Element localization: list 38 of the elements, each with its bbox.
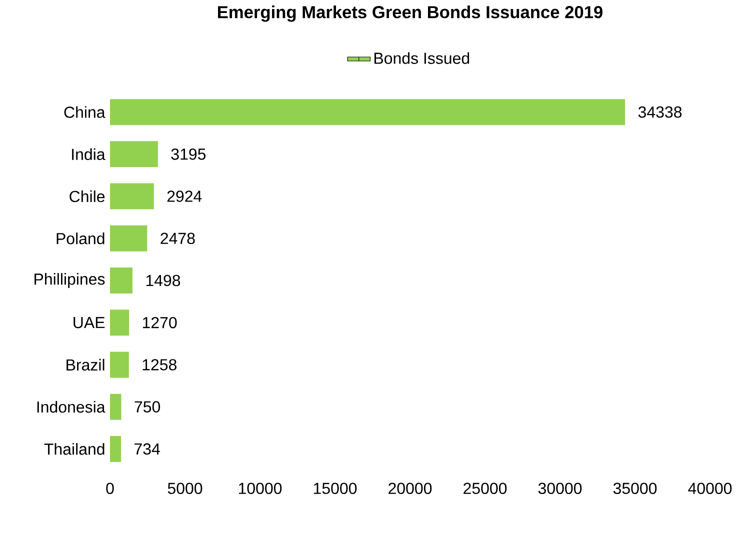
data-label: 1270	[142, 316, 177, 328]
y-tick-label: Chile	[70, 190, 105, 202]
bar	[110, 310, 130, 336]
bar	[110, 436, 122, 462]
x-tick-label: 35000	[613, 482, 657, 494]
data-label: 34338	[638, 106, 682, 118]
data-label: 3195	[171, 148, 206, 160]
bar	[110, 99, 626, 126]
y-tick-label: Indonesia	[37, 400, 106, 413]
data-label: 734	[134, 443, 160, 455]
chart-title: Emerging Markets Green Bonds Issuance 2019	[218, 6, 602, 22]
bar	[110, 352, 129, 378]
y-tick-label: Poland	[56, 232, 104, 244]
y-tick-label: India	[72, 148, 106, 160]
y-tick-label: UAE	[74, 317, 105, 328]
x-tick-label: 25000	[464, 482, 507, 494]
data-label: 750	[134, 401, 160, 412]
legend-label: Bonds Issued	[374, 52, 470, 64]
x-tick-label: 5000	[168, 482, 202, 494]
bar	[110, 394, 122, 420]
bar	[110, 183, 154, 210]
bar	[110, 141, 158, 168]
y-tick-label: Thailand	[44, 443, 104, 455]
x-tick-label: 10000	[238, 482, 282, 494]
data-label: 1498	[146, 274, 180, 286]
x-tick-label: 40000	[688, 482, 732, 494]
bar	[110, 268, 132, 294]
y-tick-label: China	[64, 106, 106, 118]
x-tick-label: 0	[106, 482, 114, 494]
x-tick-label: 20000	[388, 482, 432, 494]
x-tick-label: 15000	[314, 482, 357, 494]
data-label: 2478	[160, 232, 195, 244]
y-tick-label: Phillipines	[34, 273, 105, 288]
y-tick-label: Brazil	[66, 358, 104, 371]
bar	[110, 225, 148, 252]
x-tick-label: 30000	[538, 482, 582, 494]
data-label: 2924	[167, 190, 202, 202]
data-label: 1258	[142, 359, 176, 370]
